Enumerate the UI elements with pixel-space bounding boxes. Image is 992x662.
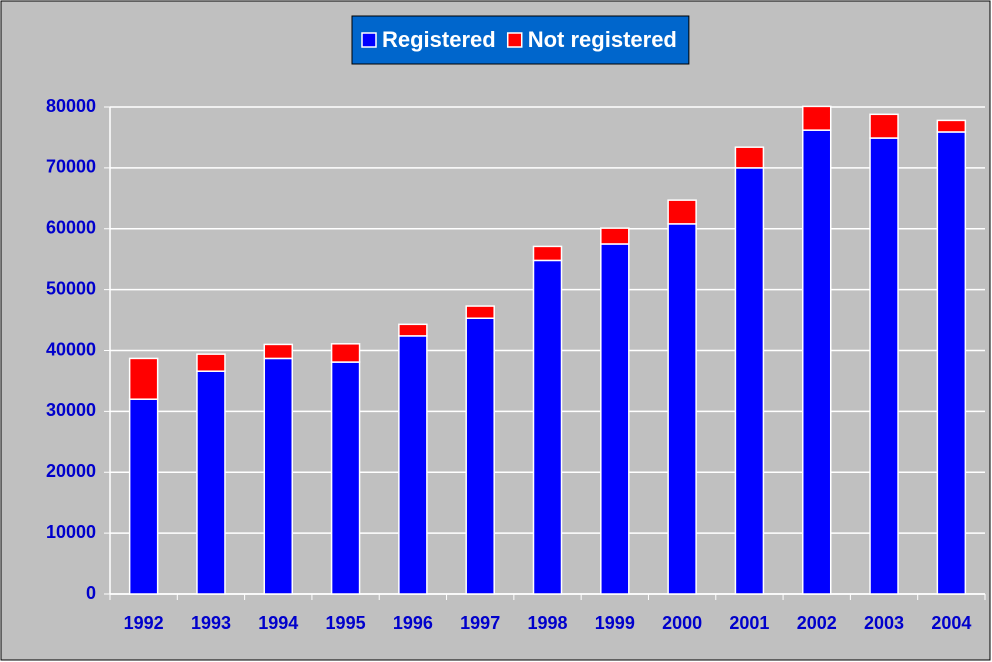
bar-segment [600,243,630,595]
x-tick-label: 2000 [662,613,702,633]
bar-segment [936,131,967,595]
x-tick-label: 1998 [527,613,567,633]
bar-segment [667,223,697,595]
bar-segment [398,323,428,337]
y-tick-label: 40000 [46,339,96,359]
y-tick-label: 60000 [46,218,96,238]
y-tick-label: 70000 [46,157,96,177]
legend-label: Not registered [528,27,677,52]
x-tick-label: 1992 [124,613,164,633]
bar-segment [532,245,563,262]
bar-segment [263,343,294,360]
bar-segment [801,105,832,131]
x-tick-label: 2002 [797,613,837,633]
bar-segment [936,119,967,133]
bar-segment [128,398,159,595]
bar-segment [869,113,899,139]
bar-segment [734,167,765,595]
y-tick-label: 50000 [46,278,96,298]
legend-swatch [506,32,523,48]
bar-segment [801,129,832,595]
y-tick-label: 20000 [46,461,96,481]
legend: Registered Not registered [351,15,690,65]
y-tick-label: 10000 [46,522,96,542]
x-tick-label: 1997 [460,613,500,633]
x-tick-label: 2001 [729,613,769,633]
bar-segment [600,227,630,245]
x-tick-label: 1999 [595,613,635,633]
y-tick-label: 0 [86,583,96,603]
bar-segment [734,146,765,169]
bar-segment [465,317,495,595]
x-tick-label: 1993 [191,613,231,633]
bar-segment [532,259,563,595]
y-tick-label: 30000 [46,400,96,420]
y-tick-label: 80000 [46,96,96,116]
bar-segment [667,199,697,225]
bar-segment [196,353,226,372]
bar-segment [330,343,361,363]
bar-segment [465,305,495,319]
legend-swatch [361,32,377,48]
bar-segment [196,370,226,595]
bar-segment [128,357,159,400]
bar-segment [330,361,361,595]
legend-label: Registered [382,27,496,52]
bar-segment [263,357,294,595]
x-tick-label: 1995 [326,613,366,633]
bar-segment [398,335,428,595]
x-tick-label: 1994 [258,613,298,633]
x-tick-label: 2003 [864,613,904,633]
bar-segment [869,137,899,595]
x-tick-label: 1996 [393,613,433,633]
x-tick-label: 2004 [931,613,971,633]
